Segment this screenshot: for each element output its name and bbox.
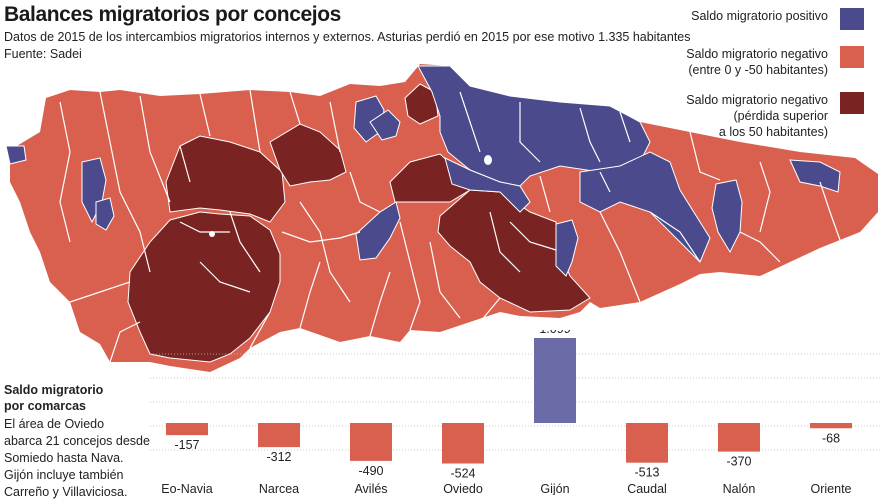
category-label: Eo-Navia <box>161 482 212 495</box>
map-region-positive <box>95 197 115 231</box>
bar-nal-n <box>718 423 760 452</box>
category-label: Oviedo <box>443 482 483 495</box>
map-enclave <box>484 155 492 165</box>
legend-item-negative-small: Saldo migratorio negativo (entre 0 y -50… <box>654 44 864 80</box>
chart-labels: -157 Eo-Navia -312 Narcea -490 Avilés -524Ovie… <box>161 330 851 495</box>
value-label: -312 <box>266 450 291 464</box>
map-enclave <box>209 231 215 237</box>
source-note: Fuente: Sadei <box>4 47 82 61</box>
legend-label-negative-small: Saldo migratorio negativo (entre 0 y -50… <box>686 47 828 77</box>
map-region-positive <box>355 201 401 261</box>
value-label: 1.099 <box>539 330 570 336</box>
value-label: -157 <box>174 438 199 452</box>
comarcas-title: Saldo migratorio por comarcas <box>4 383 104 413</box>
bar-caudal <box>626 423 668 463</box>
bar-oriente <box>810 423 852 429</box>
category-label: Nalón <box>723 482 756 495</box>
bar-gij-n <box>534 338 576 423</box>
map-region-positive <box>555 219 579 277</box>
bar-avil-s <box>350 423 392 461</box>
category-label: Narcea <box>259 482 299 495</box>
category-label: Avilés <box>354 482 387 495</box>
legend-swatch-positive <box>840 8 864 30</box>
bar-narcea <box>258 423 300 448</box>
map-borders <box>59 89 841 363</box>
value-label: -490 <box>358 464 383 478</box>
asturias-map <box>5 64 878 372</box>
value-label: -524 <box>450 467 475 481</box>
comarcas-bar-chart: -157 Eo-Navia -312 Narcea -490 Avilés -524Ovie… <box>150 330 880 495</box>
map-region-large-loss <box>269 123 347 187</box>
value-label: -370 <box>726 455 751 469</box>
legend-label-positive: Saldo migratorio positivo <box>691 9 828 23</box>
legend-swatch-negative-large <box>840 92 864 114</box>
map-region-large-loss <box>404 83 439 125</box>
bar-oviedo <box>442 423 484 464</box>
comarcas-note: Saldo migratorio por comarcas El área de… <box>4 382 172 501</box>
bar-eo-navia <box>166 423 208 436</box>
value-label: -513 <box>634 466 659 480</box>
category-label: Caudal <box>627 482 667 495</box>
map-region-large-loss <box>127 211 281 363</box>
chart-title: Balances migratorios por concejos <box>4 3 341 26</box>
legend-swatch-negative-small <box>840 46 864 68</box>
map-region-large-loss <box>165 135 286 223</box>
value-label: -68 <box>822 431 840 445</box>
map-region-positive <box>789 159 841 193</box>
legend-item-positive: Saldo migratorio positivo <box>654 6 864 30</box>
map-region-positive <box>369 109 401 141</box>
chart-bars <box>166 338 852 464</box>
category-label: Oriente <box>811 482 852 495</box>
chart-subtitle: Datos de 2015 de los intercambios migrat… <box>4 30 691 44</box>
comarcas-description: El área de Oviedo abarca 21 concejos des… <box>4 417 150 499</box>
category-label: Gijón <box>540 482 569 495</box>
legend-label-negative-large: Saldo migratorio negativo (pérdida super… <box>686 93 828 139</box>
legend: Saldo migratorio positivo Saldo migrator… <box>654 6 864 148</box>
map-region-positive <box>444 157 531 213</box>
map-region-positive <box>5 145 27 165</box>
map-region-positive <box>417 65 651 187</box>
map-region-positive <box>711 179 743 254</box>
legend-item-negative-large: Saldo migratorio negativo (pérdida super… <box>654 90 864 140</box>
